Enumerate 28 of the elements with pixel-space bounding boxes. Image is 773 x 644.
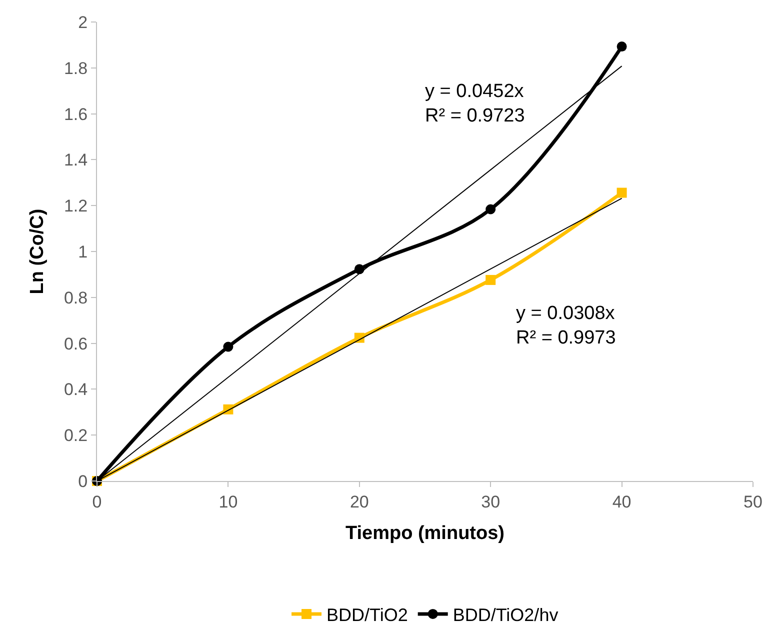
x-tick-label: 40 xyxy=(612,492,632,512)
legend-label: BDD/TiO2/hv xyxy=(452,604,558,625)
x-tick-label: 10 xyxy=(218,492,238,512)
y-tick-label: 0 xyxy=(78,472,88,491)
x-tick-label: 30 xyxy=(481,492,500,512)
x-tick-label: 0 xyxy=(92,492,102,512)
y-tick-label: 2 xyxy=(78,12,88,32)
annotation: y = 0.0452x R² = 0.9723 xyxy=(425,81,525,127)
y-tick-label: 0.4 xyxy=(64,380,88,400)
y-tick-label: 0.2 xyxy=(64,426,88,446)
y-tick-label: 1.8 xyxy=(64,58,88,78)
legend-label: BDD/TiO2 xyxy=(326,604,408,625)
point xyxy=(223,342,234,352)
x-tick-label: 50 xyxy=(744,492,762,512)
y-tick-label: 0.8 xyxy=(64,288,88,308)
annotation: y = 0.0308x R² = 0.9973 xyxy=(516,303,616,349)
y-tick-label: 1.4 xyxy=(64,150,88,170)
point xyxy=(616,188,627,198)
x-axis-title: Tiempo (minutos) xyxy=(345,523,505,544)
x-tick-label: 20 xyxy=(350,492,369,512)
point xyxy=(486,274,496,285)
y-tick-label: 1.2 xyxy=(64,196,88,216)
y-axis-title: Ln (Co/C) xyxy=(26,208,48,294)
y-tick-label: 0.6 xyxy=(64,334,88,354)
y-tick-label: 1.6 xyxy=(64,104,88,124)
point xyxy=(616,42,627,52)
y-tick-label: 1 xyxy=(78,242,88,262)
point xyxy=(486,204,496,214)
